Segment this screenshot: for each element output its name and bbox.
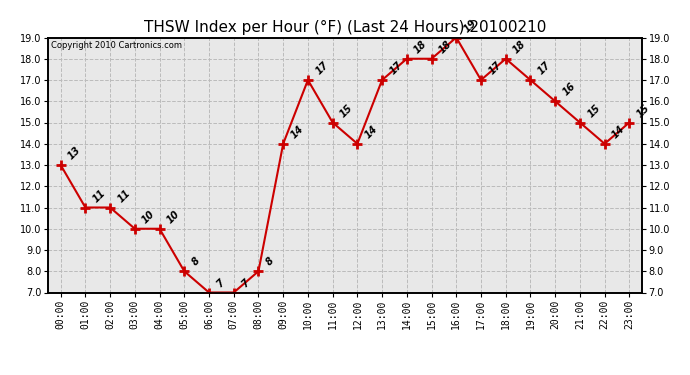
Text: Copyright 2010 Cartronics.com: Copyright 2010 Cartronics.com bbox=[51, 41, 182, 50]
Text: 10: 10 bbox=[165, 209, 181, 225]
Text: 11: 11 bbox=[116, 188, 132, 204]
Text: 8: 8 bbox=[190, 256, 201, 268]
Text: 8: 8 bbox=[264, 256, 276, 268]
Text: 11: 11 bbox=[91, 188, 108, 204]
Text: 15: 15 bbox=[635, 102, 651, 119]
Title: THSW Index per Hour (°F) (Last 24 Hours) 20100210: THSW Index per Hour (°F) (Last 24 Hours)… bbox=[144, 20, 546, 35]
Text: 7: 7 bbox=[239, 277, 251, 289]
Text: 18: 18 bbox=[511, 39, 528, 55]
Text: 17: 17 bbox=[388, 60, 404, 76]
Text: 17: 17 bbox=[313, 60, 330, 76]
Text: 18: 18 bbox=[413, 39, 429, 55]
Text: 17: 17 bbox=[536, 60, 553, 76]
Text: 17: 17 bbox=[486, 60, 503, 76]
Text: 14: 14 bbox=[288, 124, 306, 140]
Text: 15: 15 bbox=[338, 102, 355, 119]
Text: 10: 10 bbox=[140, 209, 157, 225]
Text: 14: 14 bbox=[610, 124, 627, 140]
Text: 7: 7 bbox=[215, 277, 226, 289]
Text: 19: 19 bbox=[462, 17, 478, 34]
Text: 16: 16 bbox=[561, 81, 578, 98]
Text: 15: 15 bbox=[585, 102, 602, 119]
Text: 18: 18 bbox=[437, 39, 454, 55]
Text: 14: 14 bbox=[363, 124, 380, 140]
Text: 13: 13 bbox=[66, 145, 83, 162]
